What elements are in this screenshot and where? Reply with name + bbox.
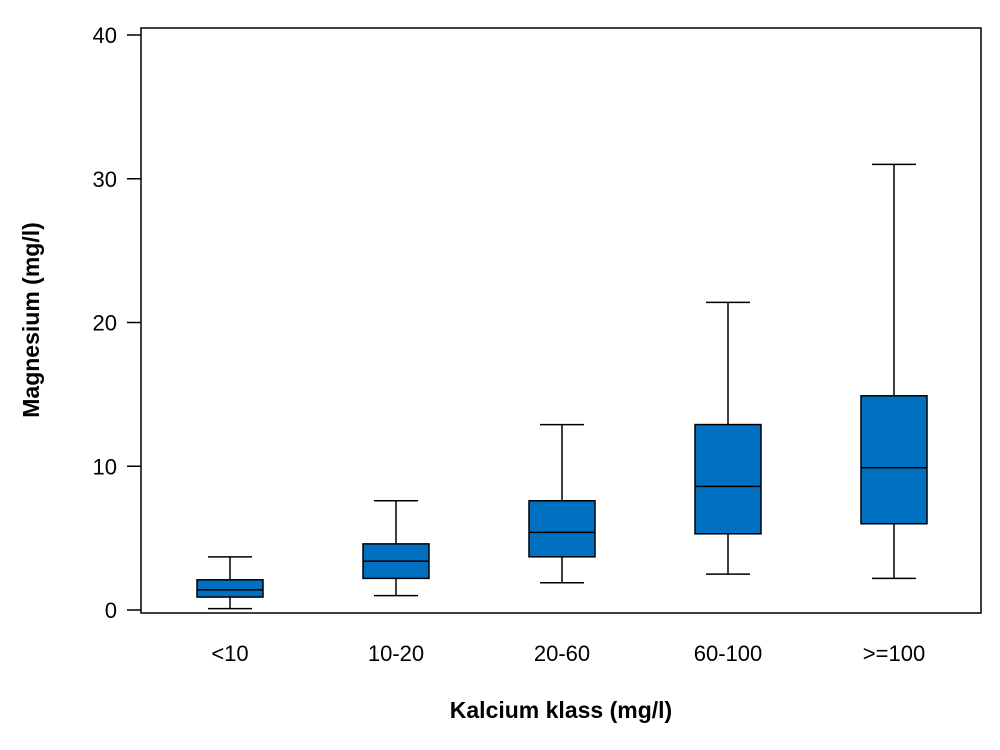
box	[694, 423, 762, 535]
y-tick-label: 20	[93, 311, 117, 336]
x-axis: <10 10-20 20-60 60-100 >=100	[211, 641, 925, 666]
box-group	[694, 301, 762, 575]
y-axis: 0 10 20 30 40	[93, 23, 141, 623]
box-group	[528, 423, 596, 584]
x-tick-label: 20-60	[534, 641, 590, 666]
box	[860, 395, 928, 525]
x-tick-label: 60-100	[694, 641, 763, 666]
box-group	[196, 556, 264, 610]
y-tick-label: 0	[105, 598, 117, 623]
x-tick-label: >=100	[863, 641, 925, 666]
box	[528, 500, 596, 558]
x-tick-label: <10	[211, 641, 248, 666]
y-tick-label: 30	[93, 167, 117, 192]
y-tick-label: 10	[93, 454, 117, 479]
y-axis-title: Magnesium (mg/l)	[18, 222, 44, 418]
y-tick-label: 40	[93, 23, 117, 48]
x-axis-title: Kalcium klass (mg/l)	[450, 697, 672, 723]
box	[196, 579, 264, 598]
x-tick-label: 10-20	[368, 641, 424, 666]
box-group	[362, 500, 430, 597]
box-group	[860, 163, 928, 580]
box-series	[196, 163, 928, 610]
